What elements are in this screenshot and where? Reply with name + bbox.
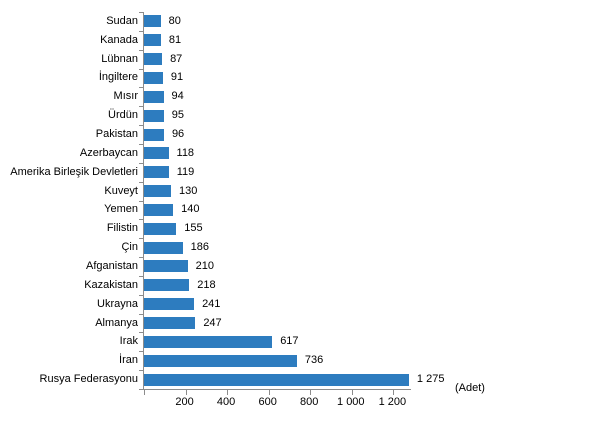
bar-value-label: 155 (184, 222, 203, 235)
x-axis-tick-label: 800 (300, 396, 319, 408)
x-axis-tick (393, 390, 395, 395)
category-label: Lübnan (101, 52, 138, 65)
bar-value-label: 95 (171, 109, 184, 122)
category-label: Çin (121, 241, 138, 254)
bar-value-label: 80 (168, 14, 181, 27)
bar (144, 203, 174, 216)
bar-value-label: 218 (197, 278, 216, 291)
category-label: Azerbaycan (79, 146, 138, 159)
bar-value-label: 94 (171, 90, 184, 103)
y-axis-tick (139, 125, 144, 127)
bar (144, 222, 177, 235)
bar-value-label: 119 (176, 165, 195, 178)
y-axis-tick (139, 143, 144, 145)
y-axis-tick (139, 389, 144, 390)
y-axis-tick (139, 12, 144, 13)
bar (144, 128, 164, 141)
y-axis-tick (139, 294, 144, 296)
bar-value-label: 81 (168, 33, 182, 46)
bar (144, 166, 169, 179)
y-axis-tick (139, 106, 144, 108)
x-axis-tick (310, 390, 312, 395)
category-label: Afganistan (86, 259, 138, 272)
category-label: İngiltere (98, 71, 138, 84)
y-axis-tick (139, 332, 144, 334)
y-axis-tick (139, 238, 144, 240)
bar-value-label: 118 (176, 146, 195, 159)
y-axis-tick (139, 162, 144, 164)
bar (144, 71, 163, 84)
x-axis-tick (144, 390, 145, 395)
bar (144, 354, 297, 367)
y-axis-tick (139, 200, 144, 202)
y-axis-tick (139, 370, 144, 372)
x-axis-tick (351, 390, 353, 395)
y-axis-tick (139, 351, 144, 353)
category-label: Pakistan (95, 128, 138, 141)
y-axis-tick (139, 313, 144, 315)
y-axis-tick (139, 30, 144, 32)
bar (144, 260, 188, 273)
bar (144, 317, 196, 330)
bar (144, 298, 195, 311)
bar-value-label: 210 (195, 259, 214, 272)
bar (144, 185, 171, 198)
x-axis-tick (185, 390, 187, 395)
y-axis-tick (139, 68, 144, 70)
bar-value-label: 247 (203, 316, 222, 329)
bar (144, 335, 273, 348)
bar-value-label: 140 (181, 203, 200, 216)
y-axis-tick (139, 49, 144, 51)
category-label: Almanya (95, 316, 138, 329)
category-label: Amerika Birleşik Devletleri (10, 165, 138, 178)
y-axis-tick (139, 219, 144, 221)
y-axis-labels: Sudan Kanada Lübnan İngiltere Mısır Ürdün Paki… (0, 0, 138, 435)
bar (144, 373, 409, 386)
bar-value-label: 1 275 (416, 373, 445, 386)
x-axis-tick-label: 1 000 (337, 396, 365, 408)
bar-value-label: 91 (170, 71, 184, 84)
x-axis-tick-label: 600 (258, 396, 277, 408)
category-label: Kuveyt (104, 184, 138, 197)
y-axis-tick (139, 181, 144, 183)
bar-value-label: 130 (179, 184, 198, 197)
bar (144, 147, 169, 160)
category-label: Sudan (106, 14, 138, 27)
category-label: Ürdün (108, 109, 138, 122)
category-label: Yemen (104, 203, 138, 216)
x-axis-tick-label: 400 (216, 396, 236, 408)
category-label: Filistin (106, 222, 138, 235)
category-label: Rusya Federasyonu (39, 373, 138, 386)
y-axis-tick (139, 87, 144, 89)
bar-value-label: 241 (202, 297, 221, 310)
bar-value-label: 617 (280, 335, 299, 348)
category-label: Irak (119, 335, 138, 348)
bar (144, 15, 161, 28)
y-axis-tick (139, 257, 144, 259)
category-label: Kazakistan (84, 278, 138, 291)
x-axis-tick-label: 1 200 (378, 396, 407, 408)
bar (144, 279, 190, 292)
x-axis-tick (227, 390, 229, 395)
bar (144, 241, 183, 254)
bar (144, 34, 161, 47)
bar-value-label: 87 (170, 52, 183, 65)
category-label: İran (119, 354, 138, 367)
bar-value-label: 186 (190, 241, 209, 254)
axis-unit-label: (Adet) (455, 382, 485, 394)
plot-area: 80 81 87 91 94 95 96 118 119 130 140 155 186 210 218 24… (139, 12, 444, 395)
bar-value-label: 736 (304, 354, 324, 367)
bar (144, 90, 164, 103)
category-label: Mısır (113, 90, 138, 103)
category-label: Kanada (100, 33, 138, 46)
bar (144, 53, 163, 66)
bar-value-label: 96 (171, 128, 185, 141)
category-label: Ukrayna (97, 297, 138, 310)
x-axis-tick (268, 390, 270, 395)
x-axis-tick-label: 200 (175, 396, 194, 408)
bar (144, 109, 164, 122)
y-axis-tick (139, 275, 144, 277)
